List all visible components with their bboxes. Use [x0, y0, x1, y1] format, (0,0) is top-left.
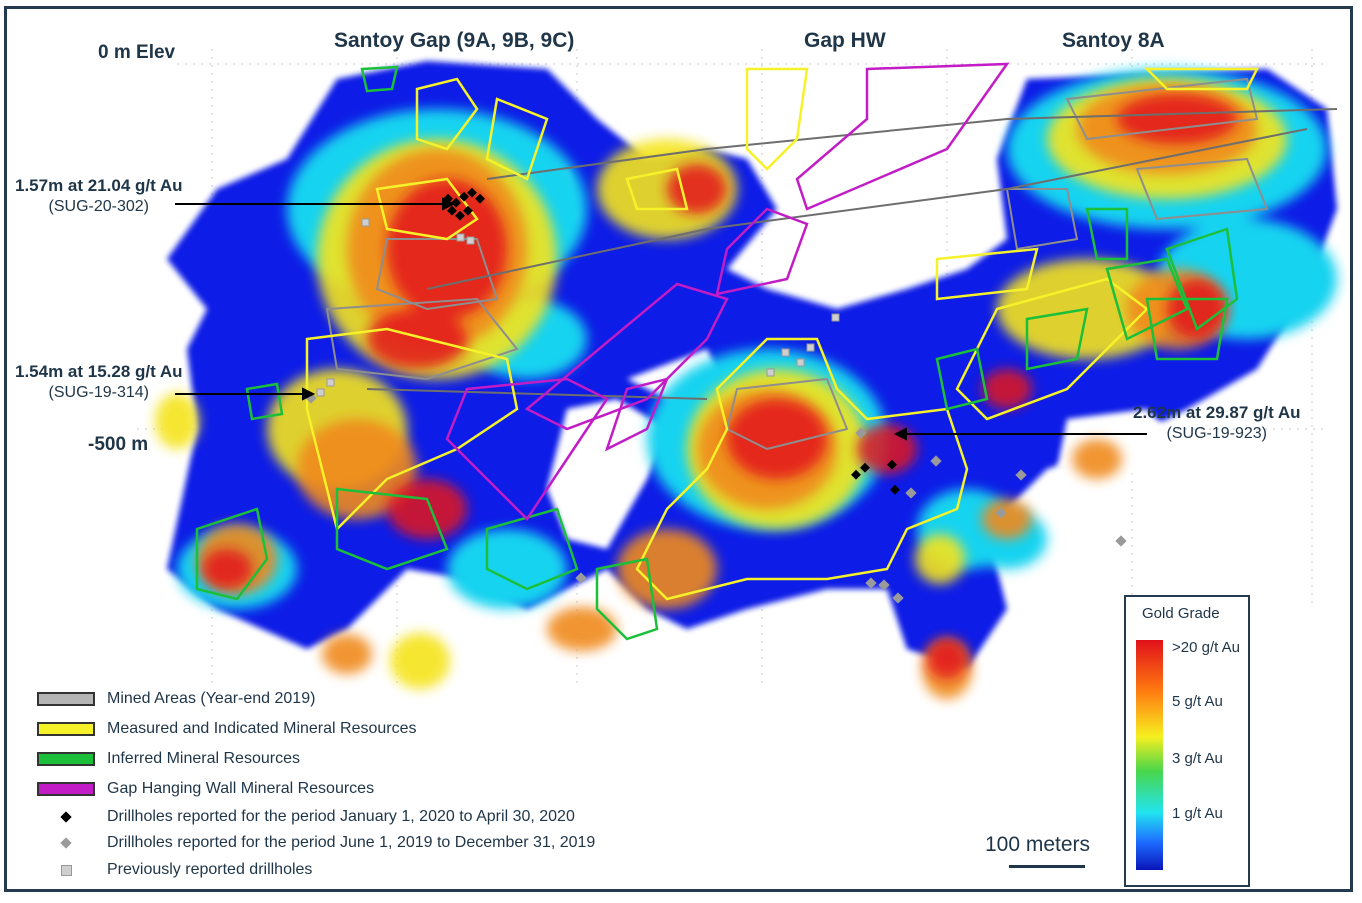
- grade-label-20: >20 g/t Au: [1172, 639, 1240, 656]
- previous-drillholes: [316, 218, 840, 397]
- black-diamond-icon: [60, 811, 72, 823]
- legend-label: Measured and Indicated Mineral Resources: [107, 720, 417, 737]
- grade-label-5: 5 g/t Au: [1172, 693, 1223, 710]
- map-frame: Santoy Gap (9A, 9B, 9C) Gap HW Santoy 8A…: [4, 6, 1353, 892]
- legend-swatch-inferred: [37, 752, 95, 766]
- callout-value: 2.62m at 29.87 g/t Au: [1133, 403, 1301, 422]
- legend-label: Drillholes reported for the period June …: [107, 834, 596, 851]
- legend-label: Gap Hanging Wall Mineral Resources: [107, 780, 375, 797]
- legend-item-previous-drillholes: Previously reported drillholes: [37, 860, 312, 880]
- legend-label: Inferred Mineral Resources: [107, 750, 300, 767]
- callout-value: 1.54m at 15.28 g/t Au: [15, 362, 183, 381]
- gold-grade-color-ramp: [1136, 640, 1163, 870]
- zone-title-gap-hw: Gap HW: [804, 29, 886, 52]
- legend-label: Previously reported drillholes: [107, 861, 313, 878]
- callout-hole: (SUG-20-302): [48, 198, 150, 215]
- gold-grade-title: Gold Grade: [1142, 605, 1220, 622]
- zone-title-santoy-8a: Santoy 8A: [1062, 29, 1165, 52]
- zone-title-santoy-gap: Santoy Gap (9A, 9B, 9C): [334, 29, 575, 52]
- legend-item-drillholes-2019: Drillholes reported for the period June …: [37, 833, 595, 853]
- inferred-outlines: [195, 65, 1239, 641]
- drillholes-2020: [443, 187, 900, 495]
- scale-bar: [1009, 865, 1085, 868]
- grade-label-1: 1 g/t Au: [1172, 805, 1223, 822]
- callout-sug-20-302: 1.57m at 21.04 g/t Au (SUG-20-302): [15, 175, 183, 217]
- legend-swatch-mined: [37, 692, 95, 706]
- callout-sug-19-314: 1.54m at 15.28 g/t Au (SUG-19-314): [15, 361, 183, 403]
- scale-label: 100 meters: [985, 833, 1091, 856]
- callout-sug-19-923: 2.62m at 29.87 g/t Au (SUG-19-923): [1133, 402, 1301, 444]
- legend-label: Drillholes reported for the period Janua…: [107, 808, 575, 825]
- legend-item-drillholes-2020: Drillholes reported for the period Janua…: [37, 807, 575, 827]
- gold-grade-legend: Gold Grade >20 g/t Au 5 g/t Au 3 g/t Au …: [1124, 595, 1250, 887]
- drillholes-2019: [305, 392, 1127, 604]
- callout-value: 1.57m at 21.04 g/t Au: [15, 176, 183, 195]
- legend-item-measured-indicated: Measured and Indicated Mineral Resources: [37, 719, 417, 739]
- legend-item-inferred: Inferred Mineral Resources: [37, 749, 300, 769]
- callout-arrows: [175, 197, 1147, 441]
- elevation-label-mid: -500 m: [88, 434, 149, 455]
- legend-swatch-measured: [37, 722, 95, 736]
- grade-label-3: 3 g/t Au: [1172, 750, 1223, 767]
- callout-hole: (SUG-19-923): [1166, 425, 1268, 442]
- gray-square-icon: [60, 864, 72, 876]
- measured-indicated-outlines: [305, 67, 1260, 601]
- hanging-wall-outlines: [445, 62, 1010, 521]
- callout-hole: (SUG-19-314): [48, 384, 150, 401]
- legend-item-hanging-wall: Gap Hanging Wall Mineral Resources: [37, 779, 374, 799]
- elevation-label-top: 0 m Elev: [98, 42, 176, 63]
- gray-diamond-icon: [60, 837, 72, 849]
- legend-item-mined-areas: Mined Areas (Year-end 2019): [37, 689, 315, 709]
- mined-areas: [325, 77, 1269, 451]
- legend-swatch-hanging-wall: [37, 782, 95, 796]
- grade-model-map: [137, 49, 1338, 699]
- legend-label: Mined Areas (Year-end 2019): [107, 690, 316, 707]
